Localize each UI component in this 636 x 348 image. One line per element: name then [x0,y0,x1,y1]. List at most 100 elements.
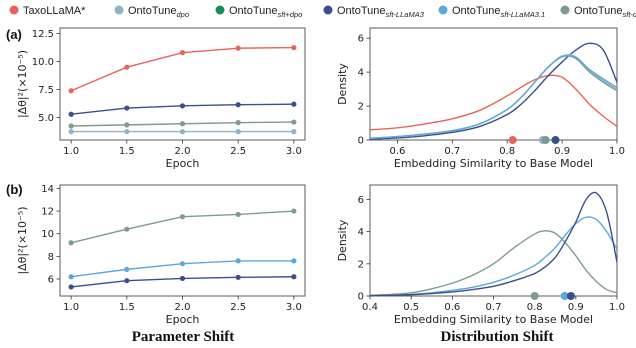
chart-a-parameter-shift: 1.0 1.5 2.0 2.5 3.0 5.0 7.5 10.0 12.5 Epoch |Δθ|²(… [16,27,306,170]
data-point [291,208,297,214]
legend-marker [215,5,225,15]
density-curve [370,230,617,296]
data-point [179,275,186,282]
data-point [235,102,241,108]
x-tick-label: 2.5 [230,302,246,313]
data-point [68,240,74,246]
x-tick-label: 1.0 [63,302,79,313]
legend-marker [9,5,19,15]
y-tick-label: 6 [358,195,364,206]
panel-label-a: (a) [6,27,22,42]
x-tick-label: 2.5 [230,146,246,157]
x-axis-label: Epoch [166,157,200,170]
data-point [291,101,297,107]
y-tick-label: 5.0 [38,113,54,124]
density-curve [370,54,617,139]
x-tick-label: 0.8 [527,302,543,313]
mean-marker [551,136,560,144]
data-point [291,129,297,135]
y-axis-label: |Δθ|²(×10⁻⁵) [16,206,29,274]
chart-b-distribution-shift: 0.4 0.5 0.6 0.7 0.8 0.9 1.0 0 2 4 6 Embedding Simil… [336,184,625,326]
data-point [124,266,130,272]
section-title-distribution-shift: Distribution Shift [441,329,554,345]
plot-frame [369,27,618,141]
legend-entry: OntoTunesft-LLaMA3.1 [452,5,545,19]
plot-frame [369,184,618,297]
y-tick-label: 0 [358,136,364,147]
y-axis-label: Density [336,63,349,105]
density-curve [370,191,617,296]
data-point [235,120,241,126]
y-tick-label: 7.5 [38,85,54,96]
x-axis-label: Embedding Similarity to Base Model [394,313,593,326]
data-point [124,64,130,70]
x-tick-label: 1.0 [63,146,79,157]
legend-entry: OntoTunesft-LLaMA3 [337,5,425,19]
data-point [124,226,130,232]
x-axis-label: Embedding Similarity to Base Model [394,157,593,170]
data-point [68,123,74,129]
y-tick-label: 12 [41,207,54,218]
data-point [124,105,130,111]
data-point [68,111,74,117]
mean-marker [566,292,575,300]
data-point [179,121,186,127]
x-tick-label: 3.0 [286,302,302,313]
x-tick-label: 0.5 [403,302,419,313]
data-point [235,211,241,218]
y-tick-label: 0 [358,292,364,303]
y-tick-label: 4 [358,68,364,79]
chart-b-parameter-shift: 1.0 1.5 2.0 2.5 3.0 6 8 10 12 14 Epoch |Δθ|²(×10⁻⁵) [16,184,306,326]
y-tick-label: 2 [358,259,364,270]
x-tick-label: 2.0 [175,146,191,157]
data-point [291,258,297,264]
y-tick-label: 14 [41,184,54,195]
y-tick-label: 6 [358,34,364,45]
x-tick-label: 2.0 [175,302,191,313]
density-curve [370,55,617,139]
data-point [235,45,241,51]
data-point [124,278,130,284]
y-tick-label: 6 [48,275,54,286]
legend-marker [560,5,570,15]
legend-entry: OntoTunedpo [128,5,189,19]
x-tick-label: 1.5 [119,302,135,313]
data-point [68,274,74,280]
x-tick-label: 1.0 [609,146,625,157]
data-point [124,129,130,135]
x-tick-label: 0.7 [444,146,460,157]
density-curve [370,74,617,131]
data-point [68,88,74,94]
x-tick-label: 0.4 [362,302,378,313]
legend-entry: TaxoLLaMA* [23,5,86,17]
mean-marker [560,292,569,300]
mean-marker [530,292,539,300]
legend: TaxoLLaMA* OntoTunedpo OntoTunesft+dpo Onto… [9,5,636,19]
x-tick-label: 0.7 [486,302,502,313]
legend-marker [438,5,448,15]
y-tick-label: 4 [358,227,364,238]
x-tick-label: 0.9 [568,302,584,313]
x-tick-label: 0.6 [444,302,460,313]
data-point [179,214,186,220]
data-point [179,261,186,267]
data-point [235,258,241,264]
data-point [291,274,297,280]
legend-marker [114,5,124,15]
x-tick-label: 0.9 [554,146,570,157]
x-tick-label: 0.8 [499,146,515,157]
data-point [235,274,241,280]
x-tick-label: 1.5 [119,146,135,157]
density-curve [370,54,617,139]
y-tick-label: 10.0 [32,57,54,68]
y-tick-label: 8 [48,252,54,263]
y-tick-label: 12.5 [32,29,54,40]
data-point [124,122,130,128]
x-tick-label: 1.0 [609,302,625,313]
section-title-parameter-shift: Parameter Shift [132,329,235,345]
x-tick-label: 3.0 [286,146,302,157]
data-point [179,129,186,135]
density-curve [370,216,617,296]
density-curve [370,42,617,140]
